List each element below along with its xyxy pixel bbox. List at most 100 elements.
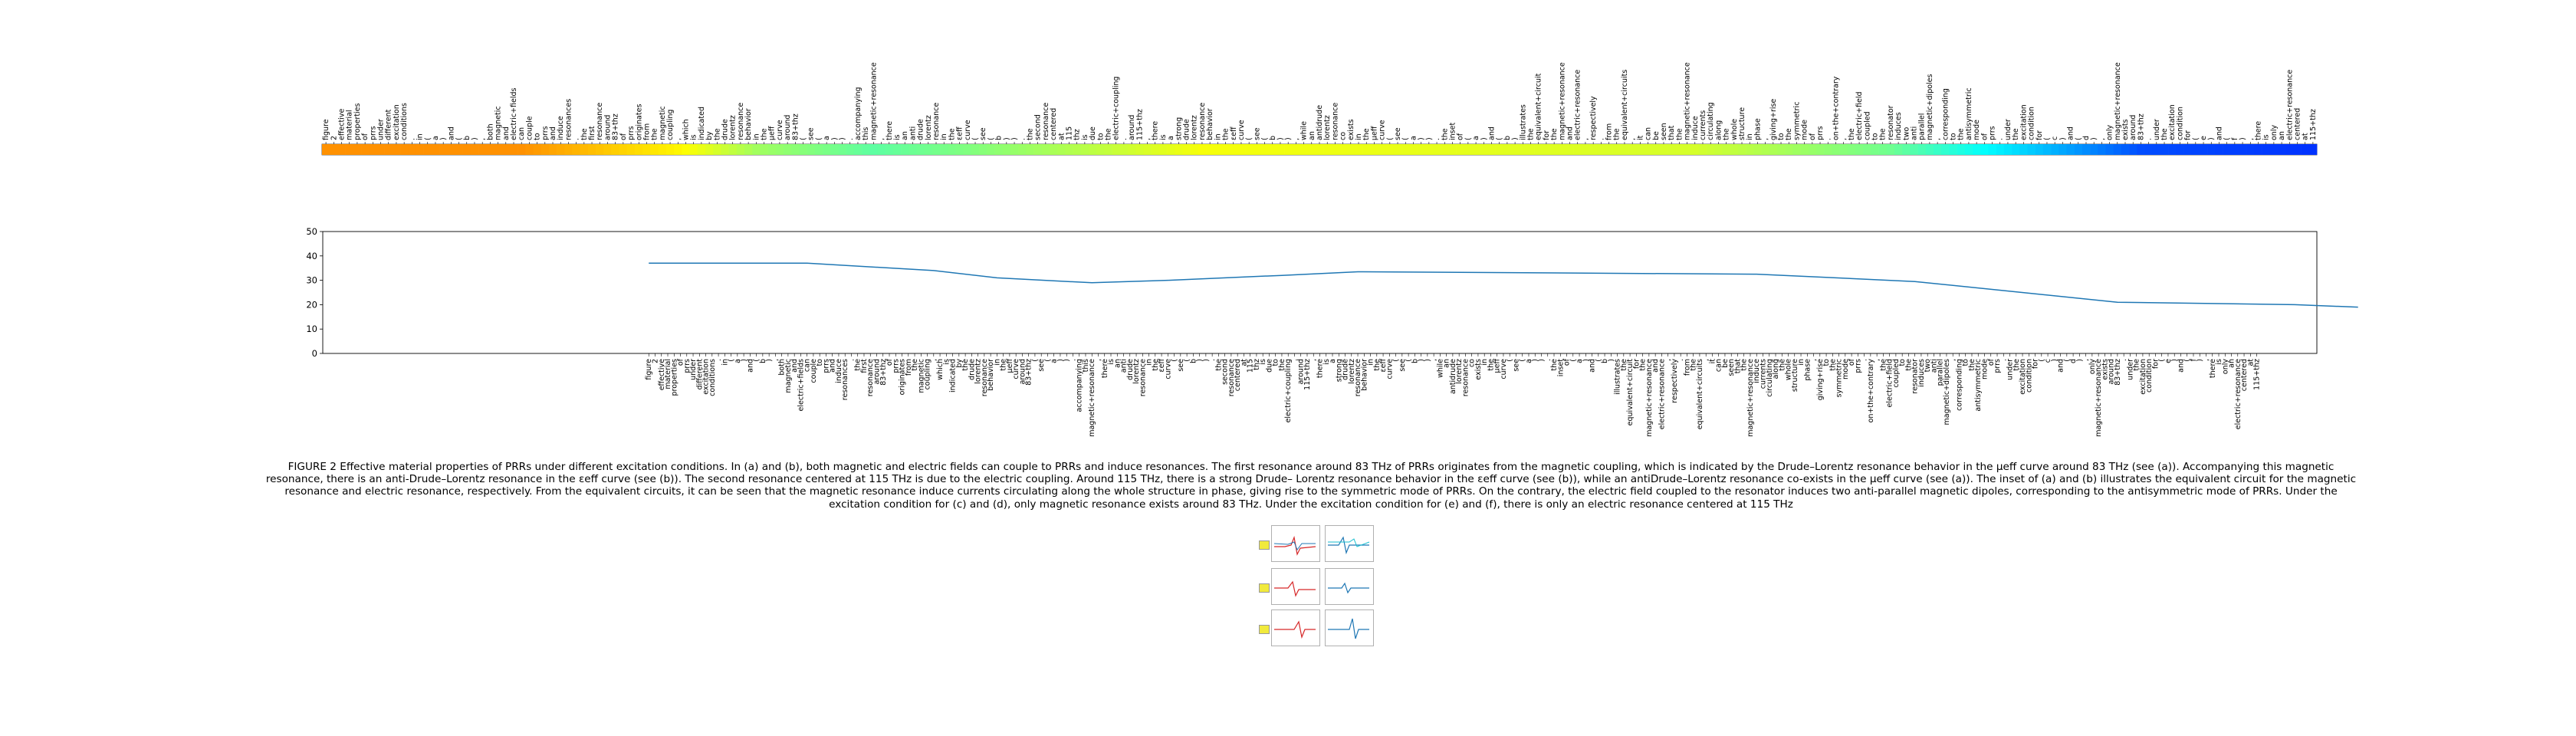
x-token-label: in — [1797, 359, 1806, 366]
x-token-label: a — [1050, 359, 1059, 363]
heatmap-cell — [2113, 144, 2122, 155]
heatmap-token-label: magnetic+resonance — [1558, 62, 1566, 140]
heatmap-cell — [892, 144, 902, 155]
x-token-label: to — [816, 359, 824, 366]
heatmap-cell — [830, 144, 839, 155]
heatmap-token-label: excitation — [2019, 104, 2028, 140]
x-token-label: indicated — [949, 359, 958, 393]
y-tick-label: 40 — [306, 251, 317, 261]
heatmap-token-label: . — [1018, 138, 1027, 140]
x-token-label: . — [1069, 359, 1077, 361]
heatmap-token-label: ( — [1261, 137, 1270, 140]
heatmap-cell — [2254, 144, 2262, 155]
x-token-label: ( — [2158, 359, 2167, 362]
x-token-label: there — [1316, 359, 1325, 378]
heatmap-token-label: seen — [1660, 123, 1668, 140]
heatmap-cell — [760, 144, 768, 155]
heatmap-cell — [2308, 144, 2318, 155]
heatmap-cell — [447, 144, 455, 155]
heatmap-cell — [1800, 144, 1809, 155]
heatmap-token-label: , — [1582, 138, 1590, 140]
x-token-label: parallel — [1937, 359, 1945, 386]
x-token-label: the — [1487, 359, 1495, 371]
heatmap-cell — [1910, 144, 1918, 155]
heatmap-token-label: in — [1355, 133, 1363, 140]
x-token-label: drude — [1342, 359, 1350, 380]
x-token-label: centered — [2240, 359, 2249, 391]
heatmap-cell — [1049, 144, 1058, 155]
heatmap-token-label: drude — [917, 119, 925, 140]
heatmap-token-label: drude — [1183, 119, 1191, 140]
x-token-label: while — [1436, 359, 1444, 378]
x-token-label: along — [1772, 359, 1780, 379]
heatmap-cell — [940, 144, 948, 155]
heatmap-token-label: anti — [1910, 127, 1918, 140]
x-token-label: the — [1778, 359, 1786, 371]
heatmap-cell — [1581, 144, 1590, 155]
heatmap-token-label: the — [580, 128, 589, 140]
x-token-label: electric+fields — [797, 359, 805, 412]
heatmap-token-label: there — [886, 121, 894, 140]
heatmap-cell — [1776, 144, 1786, 155]
heatmap-token-label: ) — [830, 137, 839, 140]
x-token-label: electric+resonance — [1658, 359, 1666, 429]
heatmap-token-label: whole — [1730, 119, 1739, 140]
heatmap-cell — [1636, 144, 1644, 155]
heatmap-cell — [1456, 144, 1465, 155]
heatmap-cell — [635, 144, 643, 155]
heatmap-token-label: e — [2200, 136, 2208, 140]
heatmap-token-label: coupling — [666, 110, 675, 140]
heatmap-token-label: and — [2215, 127, 2223, 140]
heatmap-token-label: magnetic+resonance — [1684, 62, 1692, 140]
heatmap-cell — [462, 144, 472, 155]
x-token-label: ( — [1183, 359, 1191, 362]
heatmap-cell — [1737, 144, 1746, 155]
heatmap-cell — [994, 144, 1004, 155]
heatmap-cell — [2199, 144, 2208, 155]
x-token-label: ( — [1405, 359, 1413, 362]
heatmap-token-label: circulating — [1707, 102, 1715, 140]
x-token-label: is — [1322, 359, 1331, 365]
heatmap-cell — [932, 144, 941, 155]
heatmap-cell — [1519, 144, 1527, 155]
heatmap-token-label: is — [1081, 134, 1089, 140]
heatmap-cell — [1542, 144, 1551, 155]
heatmap-token-label: the — [651, 128, 659, 140]
x-token-label: under — [2006, 359, 2015, 380]
thumb-curve-b2 — [1328, 538, 1370, 547]
heatmap-cell — [2019, 144, 2028, 155]
heatmap-cell — [2262, 144, 2271, 155]
heatmap-token-label: c — [2051, 136, 2059, 140]
heatmap-token-label: the — [1957, 128, 1966, 140]
heatmap-token-label: , — [1840, 138, 1848, 140]
x-token-label: properties — [670, 359, 678, 396]
heatmap-cell — [353, 144, 362, 155]
heatmap-token-label: prrs — [1989, 126, 1997, 140]
heatmap-token-label: . — [408, 138, 416, 140]
x-token-label: lorentz — [1348, 359, 1356, 384]
series-line — [649, 262, 2358, 308]
heatmap-token-label: , — [878, 138, 886, 140]
heatmap-token-label: the — [2160, 128, 2169, 140]
heatmap-cell — [2012, 144, 2020, 155]
heatmap-cell — [2269, 144, 2279, 155]
x-token-label: of — [1848, 358, 1856, 366]
heatmap-token-label: to — [1950, 133, 1958, 140]
x-token-label: for — [2151, 359, 2160, 369]
heatmap-token-label: prrs — [541, 126, 550, 140]
heatmap-token-label: exists — [1347, 119, 1355, 140]
x-token-label: be — [1721, 359, 1730, 368]
heatmap-cell — [1651, 144, 1661, 155]
heatmap-cell — [1526, 144, 1535, 155]
heatmap-token-label: ) — [2207, 137, 2216, 140]
heatmap-cell — [1988, 144, 1996, 155]
heatmap-token-label: and — [1566, 127, 1575, 140]
heatmap-cell — [408, 144, 416, 155]
x-token-label: εeff — [1158, 359, 1166, 373]
heatmap-token-label: ) — [2058, 137, 2067, 140]
heatmap-cell — [330, 144, 338, 155]
x-token-label: the — [1152, 359, 1160, 371]
heatmap-token-label: electric+resonance — [1574, 70, 1582, 140]
heatmap-cell — [658, 144, 667, 155]
heatmap-cell — [1957, 144, 1966, 155]
